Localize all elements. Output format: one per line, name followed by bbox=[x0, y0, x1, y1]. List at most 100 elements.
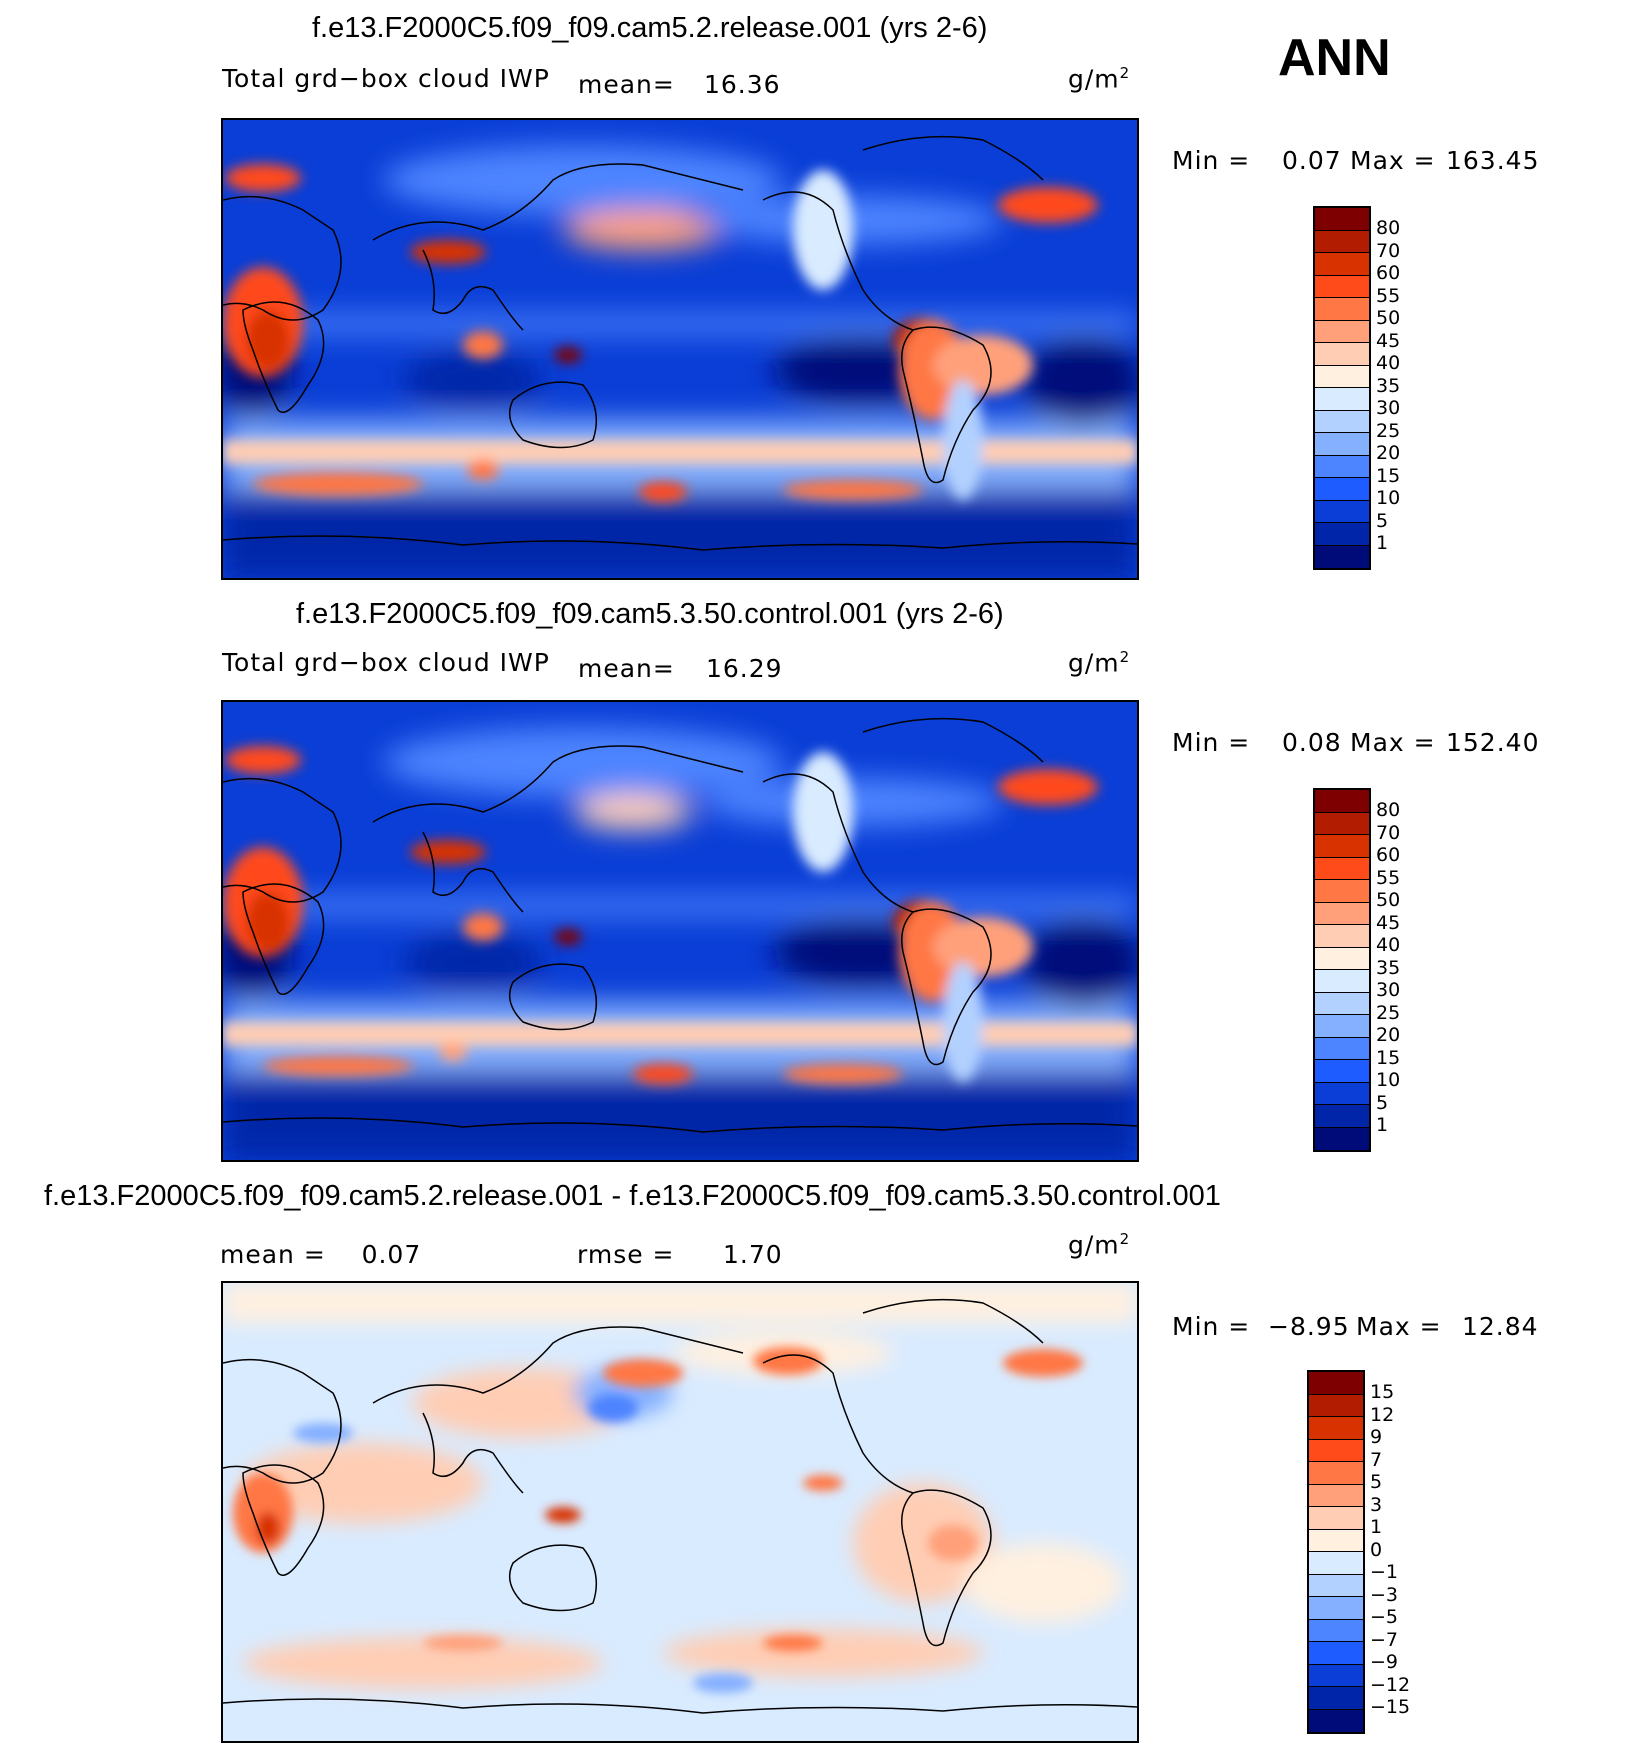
panel1-max-value: 163.45 bbox=[1446, 146, 1540, 175]
colorbar-label: 3 bbox=[1370, 1493, 1383, 1516]
colorbar-label: 50 bbox=[1376, 889, 1401, 911]
colorbar-swatch bbox=[1315, 275, 1369, 298]
panel3-min-value: −8.95 bbox=[1268, 1312, 1350, 1341]
colorbar-label: 35 bbox=[1376, 956, 1401, 979]
colorbar-swatch bbox=[1309, 1394, 1363, 1417]
panel2-colorbar bbox=[1313, 788, 1371, 1152]
colorbar-label: 30 bbox=[1376, 397, 1401, 419]
colorbar-swatch bbox=[1315, 970, 1369, 993]
colorbar-swatch bbox=[1309, 1687, 1363, 1710]
panel1-max-label: Max = bbox=[1350, 146, 1436, 175]
panel2-max-value: 152.40 bbox=[1446, 728, 1540, 757]
panel3-map bbox=[221, 1281, 1139, 1743]
panel1-min-label: Min = bbox=[1172, 146, 1251, 175]
colorbar-label: 25 bbox=[1376, 1001, 1401, 1024]
panel3-colorbar bbox=[1307, 1370, 1365, 1734]
colorbar-swatch bbox=[1315, 388, 1369, 411]
colorbar-swatch bbox=[1309, 1529, 1363, 1552]
colorbar-swatch bbox=[1315, 500, 1369, 523]
panel2-colorbar-labels: 80 70 60 55 50 45 40 35 30 25 20 15 10 5 1 bbox=[1376, 799, 1400, 1137]
colorbar-label: 15 bbox=[1376, 464, 1401, 487]
colorbar-label: −12 bbox=[1370, 1673, 1411, 1696]
colorbar-swatch bbox=[1315, 545, 1369, 568]
colorbar-swatch bbox=[1315, 812, 1369, 835]
panel1-mean-value: 16.36 bbox=[704, 70, 781, 99]
colorbar-label: 0 bbox=[1370, 1538, 1383, 1561]
panel2-units: g/m2 bbox=[1068, 648, 1131, 678]
colorbar-label: 30 bbox=[1376, 979, 1401, 1001]
colorbar-swatch bbox=[1315, 1105, 1369, 1128]
panel1-min-value: 0.07 bbox=[1282, 146, 1342, 175]
colorbar-label: 7 bbox=[1370, 1448, 1383, 1471]
colorbar-swatch bbox=[1309, 1597, 1363, 1620]
colorbar-label: 10 bbox=[1376, 487, 1401, 509]
panel2-min-value: 0.08 bbox=[1282, 728, 1342, 757]
colorbar-swatch bbox=[1315, 1015, 1369, 1038]
colorbar-swatch bbox=[1309, 1664, 1363, 1687]
colorbar-label: −15 bbox=[1370, 1696, 1411, 1718]
colorbar-label: 80 bbox=[1376, 799, 1401, 821]
colorbar-label: 15 bbox=[1376, 1046, 1401, 1069]
colorbar-swatch bbox=[1315, 253, 1369, 276]
colorbar-label: 40 bbox=[1376, 934, 1401, 956]
colorbar-swatch bbox=[1315, 925, 1369, 948]
colorbar-label: −9 bbox=[1370, 1651, 1399, 1673]
colorbar-swatch bbox=[1315, 1037, 1369, 1060]
colorbar-swatch bbox=[1315, 790, 1369, 813]
colorbar-swatch bbox=[1309, 1552, 1363, 1575]
colorbar-label: 15 bbox=[1370, 1381, 1395, 1403]
colorbar-label: 25 bbox=[1376, 419, 1401, 442]
colorbar-label: 50 bbox=[1376, 307, 1401, 329]
panel1-mean-label: mean= bbox=[578, 70, 675, 99]
panel3-max-label: Max = bbox=[1356, 1312, 1442, 1341]
season-label: ANN bbox=[1278, 29, 1391, 87]
panel3-rmse-label: rmse = bbox=[577, 1240, 675, 1269]
colorbar-swatch bbox=[1315, 1060, 1369, 1083]
colorbar-swatch bbox=[1315, 433, 1369, 456]
panel1-variable-label: Total grd−box cloud IWP bbox=[222, 64, 550, 93]
colorbar-swatch bbox=[1309, 1619, 1363, 1642]
panel3-mean: mean = 0.07 bbox=[220, 1240, 422, 1269]
colorbar-label: −1 bbox=[1370, 1561, 1399, 1583]
colorbar-label: 5 bbox=[1376, 509, 1389, 532]
colorbar-swatch bbox=[1309, 1574, 1363, 1597]
panel2-map bbox=[221, 700, 1139, 1162]
colorbar-swatch bbox=[1315, 857, 1369, 880]
panel1-map bbox=[221, 118, 1139, 580]
colorbar-swatch bbox=[1309, 1417, 1363, 1440]
colorbar-swatch bbox=[1315, 902, 1369, 925]
colorbar-swatch bbox=[1315, 1082, 1369, 1105]
colorbar-swatch bbox=[1309, 1709, 1363, 1732]
colorbar-label: 80 bbox=[1376, 217, 1401, 239]
colorbar-label: −3 bbox=[1370, 1583, 1399, 1606]
colorbar-label: 45 bbox=[1376, 911, 1401, 934]
colorbar-swatch bbox=[1315, 455, 1369, 478]
panel3-colorbar-labels: 15 12 9 7 5 3 1 0 −1 −3 −5 −7 −9 −12 −15 bbox=[1370, 1381, 1410, 1719]
colorbar-label: −5 bbox=[1370, 1606, 1399, 1628]
colorbar-label: 10 bbox=[1376, 1069, 1401, 1091]
panel1-units: g/m2 bbox=[1068, 64, 1131, 94]
colorbar-swatch bbox=[1309, 1507, 1363, 1530]
colorbar-swatch bbox=[1309, 1484, 1363, 1507]
colorbar-swatch bbox=[1315, 365, 1369, 388]
colorbar-label: 5 bbox=[1370, 1471, 1383, 1493]
panel3-rmse-value: 1.70 bbox=[723, 1240, 783, 1269]
colorbar-swatch bbox=[1309, 1462, 1363, 1485]
panel2-variable-label: Total grd−box cloud IWP bbox=[222, 648, 550, 677]
colorbar-label: 20 bbox=[1376, 442, 1401, 464]
colorbar-label: 9 bbox=[1370, 1426, 1383, 1448]
colorbar-swatch bbox=[1315, 230, 1369, 253]
panel2-min-label: Min = bbox=[1172, 728, 1251, 757]
panel1-title: f.e13.F2000C5.f09_f09.cam5.2.release.001… bbox=[312, 12, 988, 44]
colorbar-label: 20 bbox=[1376, 1024, 1401, 1046]
panel1-colorbar-labels: 80 70 60 55 50 45 40 35 30 25 20 15 10 5 1 bbox=[1376, 217, 1400, 555]
colorbar-swatch bbox=[1315, 835, 1369, 858]
panel2-mean-value: 16.29 bbox=[706, 654, 783, 683]
colorbar-label: 60 bbox=[1376, 262, 1401, 284]
colorbar-label: 55 bbox=[1376, 284, 1401, 307]
colorbar-label: 60 bbox=[1376, 844, 1401, 866]
colorbar-label: 1 bbox=[1376, 1114, 1389, 1136]
panel2-mean-label: mean= bbox=[578, 654, 675, 683]
colorbar-swatch bbox=[1315, 320, 1369, 343]
colorbar-swatch bbox=[1315, 298, 1369, 321]
